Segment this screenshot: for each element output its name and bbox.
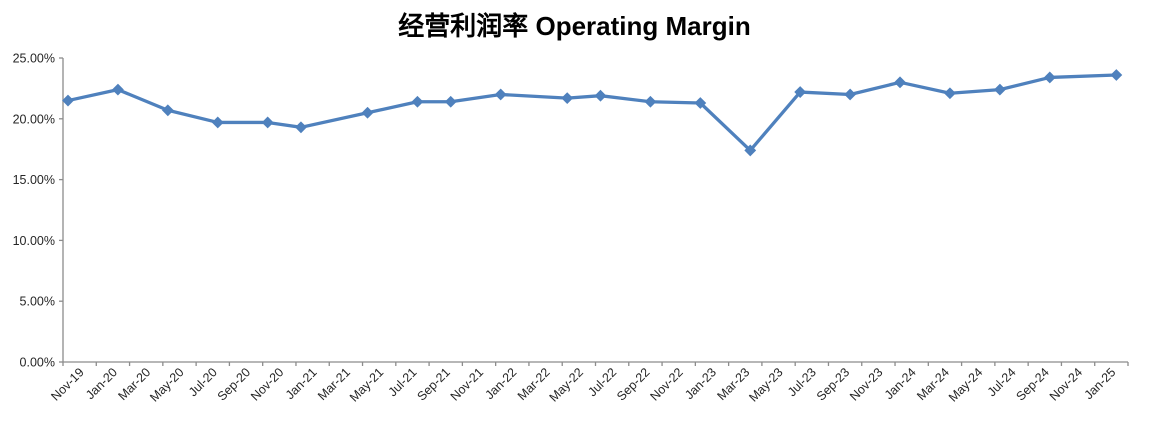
y-axis-label: 5.00% (20, 295, 55, 309)
data-point-marker (944, 87, 956, 100)
series-line (66, 73, 1119, 153)
x-axis-label: Mar-20 (115, 365, 153, 403)
x-axis-label: May-23 (746, 365, 785, 404)
x-axis-label: Sep-23 (814, 365, 852, 403)
x-axis-label: Jan-25 (1082, 365, 1119, 402)
x-axis-label: Mar-21 (315, 365, 353, 403)
y-axis-label: 25.00% (13, 52, 55, 66)
x-axis-label: Sep-24 (1014, 365, 1052, 403)
data-point-marker (411, 95, 424, 108)
x-axis-label: May-22 (547, 365, 586, 404)
x-axis-label: Sep-22 (614, 365, 652, 403)
data-point-marker (993, 83, 1006, 96)
data-point-marker (444, 95, 457, 108)
data-point-marker (62, 94, 74, 107)
x-axis-label: Mar-22 (515, 365, 553, 403)
x-axis-label: Mar-23 (714, 365, 752, 403)
y-axis-label: 15.00% (13, 173, 55, 187)
data-point-marker (794, 86, 807, 98)
x-axis-label: Nov-19 (48, 365, 86, 403)
data-point-marker (1110, 69, 1123, 81)
x-axis-label: Jan-23 (682, 365, 719, 402)
x-axis-label: Nov-22 (647, 365, 685, 403)
x-axis-label: May-21 (347, 365, 386, 404)
x-axis-label: Nov-21 (448, 365, 486, 403)
data-point-marker (644, 95, 657, 108)
x-axis-label: Sep-21 (414, 365, 452, 403)
data-point-marker (295, 121, 307, 134)
x-axis-label: May-24 (946, 365, 985, 404)
chart-title: 经营利润率 Operating Margin (398, 11, 751, 41)
x-axis-label: Nov-24 (1047, 365, 1085, 403)
data-point-marker (261, 116, 274, 129)
x-axis-label: Sep-20 (215, 365, 253, 403)
data-point-marker (211, 116, 224, 129)
data-point-marker (561, 92, 574, 105)
data-point-marker (161, 104, 174, 117)
y-axis-label: 20.00% (13, 112, 55, 126)
x-axis-label: Jan-22 (482, 365, 519, 402)
x-axis-label: Jan-20 (83, 365, 120, 402)
data-point-marker (594, 89, 607, 102)
data-point-marker (694, 97, 707, 109)
data-point-marker (844, 88, 857, 101)
x-axis-label: Jan-21 (283, 365, 320, 402)
data-point-marker (361, 106, 374, 119)
data-point-marker (494, 88, 507, 101)
data-point-marker (744, 144, 757, 157)
data-point-marker (112, 83, 124, 96)
y-axis-label: 10.00% (13, 234, 55, 248)
x-axis-label: Nov-20 (248, 365, 286, 403)
y-axis-label: 0.00% (20, 356, 55, 370)
x-axis-label: Jan-24 (882, 365, 919, 402)
x-axis-label: Mar-24 (914, 365, 952, 403)
x-axis-label: May-20 (147, 365, 186, 404)
x-axis-label: Nov-23 (847, 365, 885, 403)
data-point-marker (894, 76, 906, 89)
data-point-marker (1043, 71, 1056, 84)
axis-lines (62, 58, 1128, 363)
